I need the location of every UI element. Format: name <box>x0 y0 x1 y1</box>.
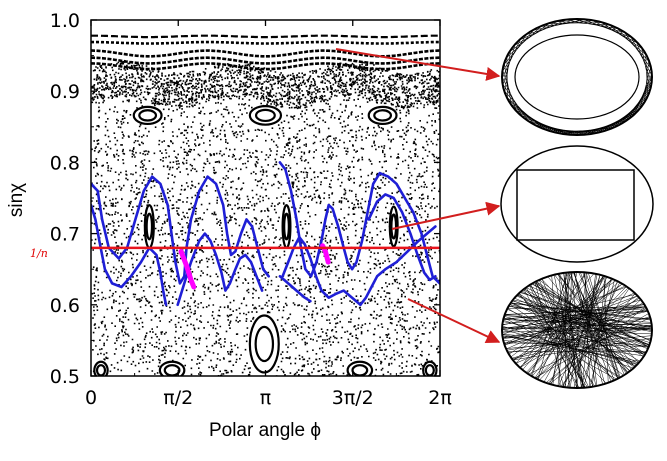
separatrix-curve <box>278 161 440 285</box>
arrow-to-whispering-gallery <box>335 48 501 81</box>
island-orbit <box>254 108 276 123</box>
invariant-curve <box>91 62 440 71</box>
x-tick-label: π <box>260 387 271 409</box>
inset-whispering-gallery-chords <box>501 18 653 136</box>
y-tick-label: 0.5 <box>50 366 80 388</box>
y-tick-label: 0.7 <box>50 224 80 246</box>
island-orbit <box>248 314 280 374</box>
separatrix-curve <box>278 275 312 303</box>
x-axis-ticks: 0 π/2 π 3π/2 2π <box>85 20 452 409</box>
y-tick-label: 1.0 <box>50 10 80 32</box>
x-tick-label: 2π <box>428 387 452 409</box>
invariant-curves <box>91 34 440 71</box>
inset-arrows <box>335 48 501 343</box>
separatrix-curve <box>91 203 168 307</box>
critical-line-label: 1/n <box>30 247 48 260</box>
invariant-curve <box>91 40 440 45</box>
y-axis-title: sinχ <box>6 183 27 217</box>
invariant-curve <box>91 56 440 65</box>
island-orbit <box>390 213 398 240</box>
y-tick-label: 0.6 <box>50 295 80 317</box>
resonance-islands <box>93 105 438 376</box>
invariant-curve <box>91 34 440 39</box>
y-tick-label: 0.8 <box>50 152 80 174</box>
island-orbit <box>138 109 158 122</box>
x-axis-title: Polar angle ϕ <box>209 420 321 441</box>
plot-area: 0 π/2 π 3π/2 2π 0.5 0.6 0.7 0.8 0.9 1.0 <box>50 10 452 409</box>
orbit-chords <box>501 271 653 389</box>
poincare-points <box>91 60 440 376</box>
island-orbit <box>373 109 393 122</box>
x-tick-label: 0 <box>85 387 97 409</box>
separatrix-curves <box>91 161 440 307</box>
highlight-segment <box>178 248 197 290</box>
invariant-curve <box>91 49 440 58</box>
island-orbit <box>248 105 283 126</box>
separatrix-curve <box>367 193 437 282</box>
inset-rectangle-path <box>516 169 635 241</box>
x-tick-label: 3π/2 <box>332 387 374 409</box>
y-tick-label: 0.9 <box>50 81 80 103</box>
arrow-to-chaotic-orbit <box>407 298 501 343</box>
inset-chaotic-orbit <box>501 271 653 389</box>
separatrix-curve <box>176 232 264 307</box>
arrow-to-rectangular-orbit <box>391 201 501 230</box>
island-orbit <box>254 325 275 363</box>
island-orbit <box>367 105 398 126</box>
separatrix-curve <box>91 175 270 285</box>
y-axis-ticks: 0.5 0.6 0.7 0.8 0.9 1.0 <box>50 10 440 388</box>
inset-whispering-gallery <box>501 18 653 136</box>
separatrix-curve <box>359 225 437 307</box>
orbit-chords <box>501 18 653 136</box>
island-orbit <box>145 212 154 241</box>
island-orbit <box>132 105 163 126</box>
inset-rectangular-orbit <box>500 145 654 263</box>
x-tick-label: π/2 <box>163 387 193 409</box>
scatter-points <box>91 60 440 376</box>
inset-chaotic-chords <box>501 271 653 389</box>
island-orbit <box>283 212 290 241</box>
